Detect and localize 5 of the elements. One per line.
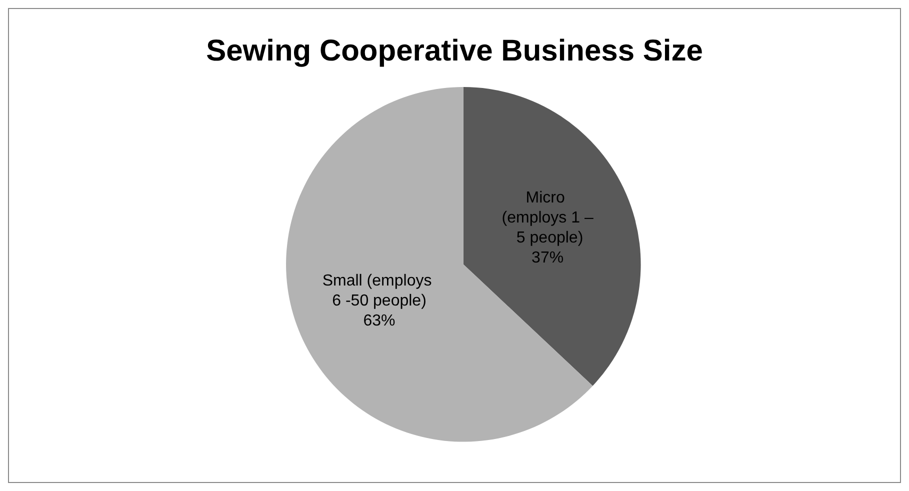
- slice-label: Micro (employs 1 – 5 people): [502, 190, 594, 247]
- slice-label: Small (employs 6 -50 people): [322, 272, 436, 310]
- chart-title: Sewing Cooperative Business Size: [206, 34, 703, 68]
- data-label: 37%: [532, 250, 564, 267]
- data-label: 63%: [363, 312, 396, 330]
